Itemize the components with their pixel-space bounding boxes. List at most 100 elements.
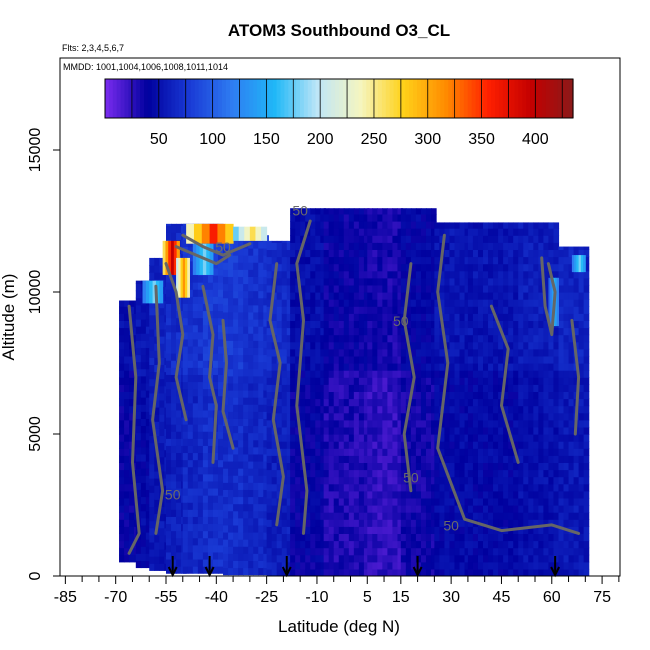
colorbar-segment (506, 79, 512, 118)
heatmap-cell (233, 240, 239, 249)
heatmap-cell (338, 469, 345, 478)
heatmap-cell (323, 292, 330, 300)
heatmap-cell (523, 228, 529, 236)
heatmap-cell (159, 371, 165, 380)
heatmap-cell (372, 249, 378, 258)
heatmap-cell (176, 431, 182, 439)
heatmap-cell (387, 320, 394, 329)
heatmap-cell (243, 276, 249, 285)
heatmap-cell (207, 338, 214, 347)
heatmap-cell (140, 333, 147, 341)
heatmap-cell (276, 249, 283, 258)
heatmap-cell (425, 526, 432, 534)
heatmap-cell (253, 276, 259, 285)
heatmap-cell (410, 208, 417, 215)
heatmap-cell (420, 391, 427, 400)
heatmap-cell (135, 375, 142, 384)
heatmap-cell (182, 331, 189, 340)
heatmap-cell (454, 277, 461, 286)
heatmap-cell (300, 348, 306, 357)
heatmap-cell (145, 326, 152, 334)
heatmap-cell (135, 382, 142, 391)
heatmap-cell (467, 561, 474, 570)
heatmap-cell (488, 355, 494, 364)
heatmap-cell (578, 377, 585, 385)
heatmap-cell (140, 368, 147, 377)
heatmap-cell (563, 377, 570, 385)
heatmap-cell (434, 327, 440, 336)
heatmap-cell (543, 561, 550, 570)
heatmap-cell (140, 311, 147, 320)
heatmap-cell (377, 561, 383, 570)
heatmap-cell (281, 334, 288, 343)
heatmap-cell (315, 213, 321, 222)
heatmap-cell (410, 284, 417, 293)
heatmap-cell (523, 242, 529, 250)
heatmap-cell (558, 292, 565, 300)
heatmap-cell (182, 395, 189, 404)
heatmap-cell (358, 434, 365, 442)
heatmap-cell (578, 384, 585, 392)
heatmap-cell (533, 277, 539, 286)
heatmap-cell (243, 382, 249, 391)
colorbar-segment (229, 79, 235, 118)
colorbar-segment (510, 79, 516, 118)
heatmap-cell (140, 468, 147, 476)
heatmap-cell (563, 497, 570, 506)
heatmap-cell (400, 249, 407, 258)
heatmap-cell (444, 568, 451, 576)
heatmap-cell (333, 412, 340, 421)
heatmap-cell (563, 412, 570, 421)
heatmap-cell (523, 469, 529, 478)
heatmap-cell (255, 226, 262, 241)
heatmap-cell (343, 540, 350, 549)
heatmap-cell (477, 483, 484, 492)
heatmap-cell (493, 568, 499, 576)
heatmap-cell (271, 533, 278, 542)
heatmap-cell (464, 519, 471, 527)
heatmap-cell (568, 348, 575, 357)
heatmap-cell (477, 235, 484, 243)
heatmap-cell (372, 405, 378, 414)
heatmap-cell (286, 448, 293, 456)
heatmap-cell (300, 263, 306, 272)
heatmap-cell (197, 537, 204, 546)
heatmap-cell (392, 398, 399, 407)
heatmap-cell (343, 341, 350, 350)
heatmap-cell (253, 255, 259, 263)
heatmap-cell (434, 426, 440, 435)
heatmap-cell (338, 341, 345, 350)
heatmap-cell (276, 341, 283, 350)
heatmap-cell (281, 348, 288, 357)
heatmap-cell (528, 370, 534, 378)
heatmap-cell (323, 348, 330, 357)
heatmap-cell (145, 333, 152, 341)
heatmap-cell (358, 320, 365, 329)
heatmap-cell (135, 290, 142, 299)
heatmap-cell (372, 270, 378, 279)
heatmap-cell (238, 354, 244, 363)
heatmap-cell (343, 441, 350, 449)
heatmap-cell (154, 506, 160, 515)
heatmap-cell (185, 257, 188, 298)
heatmap-cell (464, 292, 471, 300)
heatmap-cell (263, 524, 269, 533)
heatmap-cell (166, 445, 172, 454)
heatmap-cell (217, 324, 224, 333)
heatmap-cell (583, 384, 590, 392)
heatmap-cell (523, 441, 529, 449)
heatmap-cell (305, 519, 311, 527)
heatmap-cell (454, 377, 461, 385)
heatmap-cell (358, 483, 365, 492)
heatmap-cell (258, 418, 264, 427)
heatmap-cell (320, 213, 326, 222)
heatmap-cell (467, 497, 474, 506)
heatmap-cell (439, 341, 446, 350)
heatmap-cell (533, 284, 539, 293)
colorbar-segment (159, 79, 165, 118)
contour-line (295, 219, 312, 535)
heatmap-cell (533, 306, 539, 314)
heatmap-cell (533, 483, 539, 492)
heatmap-cell (548, 434, 555, 442)
